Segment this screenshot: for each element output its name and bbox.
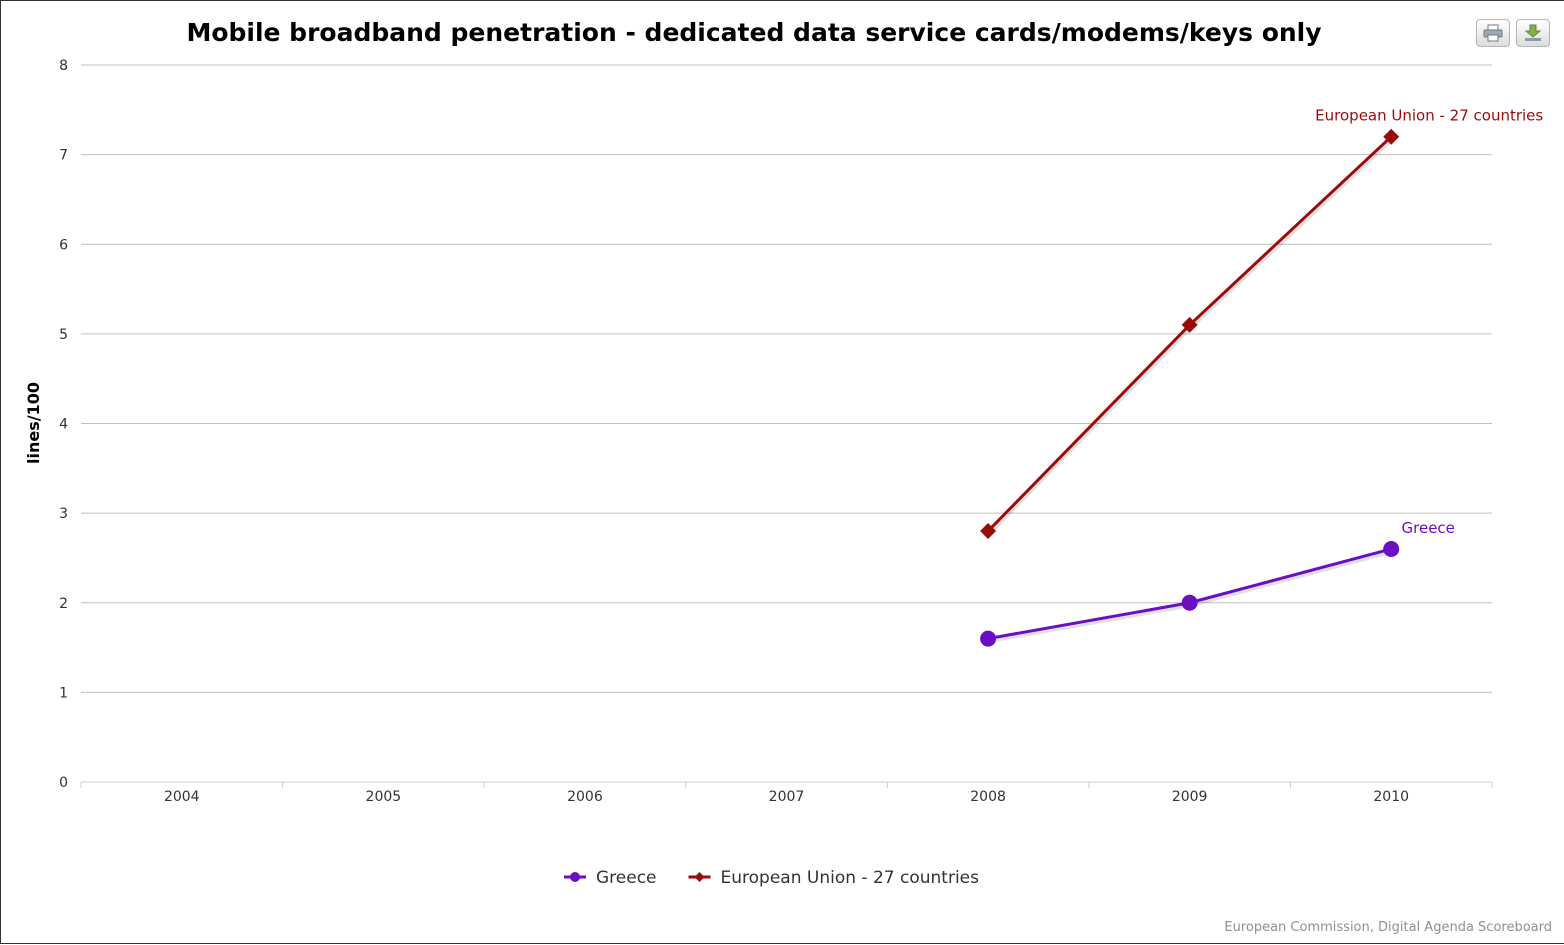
legend-item[interactable]: Greece xyxy=(564,868,657,888)
chart-title: Mobile broadband penetration - dedicated… xyxy=(186,18,1321,47)
x-tick-label: 2005 xyxy=(366,789,402,805)
y-tick-label: 5 xyxy=(59,327,68,343)
y-tick-label: 4 xyxy=(59,417,68,433)
gridlines xyxy=(81,64,1492,693)
legend-item[interactable]: European Union - 27 countries xyxy=(688,868,980,888)
x-tick-label: 2006 xyxy=(567,789,603,805)
download-icon xyxy=(1524,24,1542,41)
x-tick-label: 2010 xyxy=(1373,789,1409,805)
data-point[interactable] xyxy=(1383,540,1400,557)
series-end-label: European Union - 27 countries xyxy=(1315,107,1543,125)
series-line-shadow xyxy=(987,136,1394,535)
legend-label: European Union - 27 countries xyxy=(721,868,980,888)
series-layer: Greece European Union - 27 countries xyxy=(980,107,1543,647)
x-tick-label: 2009 xyxy=(1172,789,1208,805)
data-point[interactable] xyxy=(980,630,997,647)
printer-icon xyxy=(1483,24,1503,42)
y-tick-label: 3 xyxy=(59,506,68,522)
legend-marker xyxy=(570,872,580,882)
legend-marker xyxy=(694,872,705,882)
data-point[interactable] xyxy=(980,523,997,540)
y-tick-label: 7 xyxy=(59,148,68,164)
y-axis-title: lines/100 xyxy=(24,382,43,464)
export-button[interactable] xyxy=(1516,19,1550,47)
print-button[interactable] xyxy=(1476,19,1510,47)
data-point[interactable] xyxy=(1181,316,1198,333)
x-tick-label: 2004 xyxy=(164,789,200,805)
series-1: European Union - 27 countries xyxy=(980,107,1543,540)
y-tick-label: 2 xyxy=(59,596,68,612)
x-tick-label: 2008 xyxy=(970,789,1006,805)
data-point[interactable] xyxy=(1181,594,1198,611)
legend-label: Greece xyxy=(596,868,657,888)
y-tick-label: 1 xyxy=(59,685,68,701)
credits-text[interactable]: European Commission, Digital Agenda Scor… xyxy=(1224,920,1552,935)
data-point[interactable] xyxy=(1383,128,1400,145)
x-tick-label: 2007 xyxy=(769,789,805,805)
series-end-label: Greece xyxy=(1402,519,1455,537)
legend: Greece European Union - 27 countries xyxy=(564,868,979,888)
y-axis: 0 1 2 3 4 5 6 7 8 xyxy=(59,58,68,791)
y-tick-label: 6 xyxy=(59,237,68,253)
y-tick-label: 0 xyxy=(59,775,68,791)
series-line xyxy=(987,547,1392,641)
series-0: Greece xyxy=(980,519,1455,647)
x-axis: 2004 2005 2006 2007 2008 2009 2010 xyxy=(80,781,1493,805)
y-tick-label: 8 xyxy=(59,58,68,74)
